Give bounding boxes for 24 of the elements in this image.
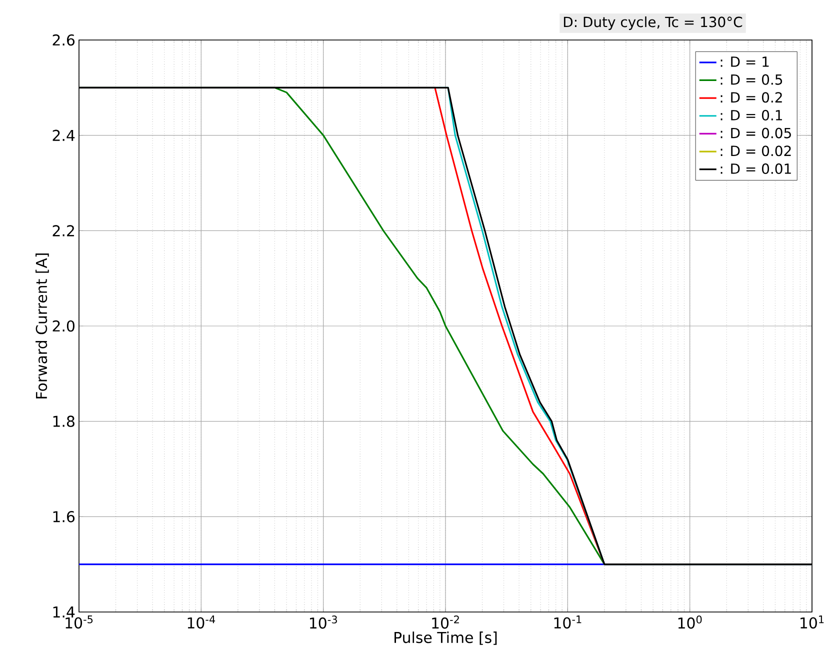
x-tick-label: 10$^{-5}$: [66, 616, 93, 629]
x-tick-label: 10$^{-2}$: [432, 616, 459, 629]
text: D: Duty cycle, Tc = 130°C: [564, 16, 742, 30]
legend-label: : D = 0.05: [720, 128, 791, 138]
x-tick-label: 10$^{-1}$: [554, 616, 582, 629]
y-tick-label: 1.8: [53, 416, 74, 427]
y-tick-label: 1.6: [53, 511, 75, 522]
x-tick-label: 10$^{-4}$: [188, 616, 216, 629]
y-axis-title: Forward Current [A]: [36, 253, 49, 398]
x-axis-title: Pulse Time [s]: [394, 632, 497, 645]
legend-label: : D = 0.2: [720, 92, 782, 103]
y-tick-label: 2.2: [52, 225, 74, 236]
y-tick-label: 1.4: [53, 606, 75, 618]
x-tick-label: 10$^{1}$: [800, 616, 824, 629]
legend-label: : D = 1: [720, 56, 769, 67]
legend-label: : D = 0.5: [720, 74, 782, 85]
legend-label: : D = 0.02: [720, 146, 791, 156]
x-tick-label: 10$^{0}$: [678, 616, 702, 629]
legend-label: : D = 0.01: [720, 163, 791, 174]
x-tick-label: 10$^{-3}$: [310, 616, 337, 629]
legend-label: : D = 0.1: [720, 110, 782, 120]
y-tick-label: 2.4: [52, 130, 75, 141]
y-tick-label: 2.0: [52, 320, 74, 332]
y-tick-label: 2.6: [52, 34, 75, 46]
